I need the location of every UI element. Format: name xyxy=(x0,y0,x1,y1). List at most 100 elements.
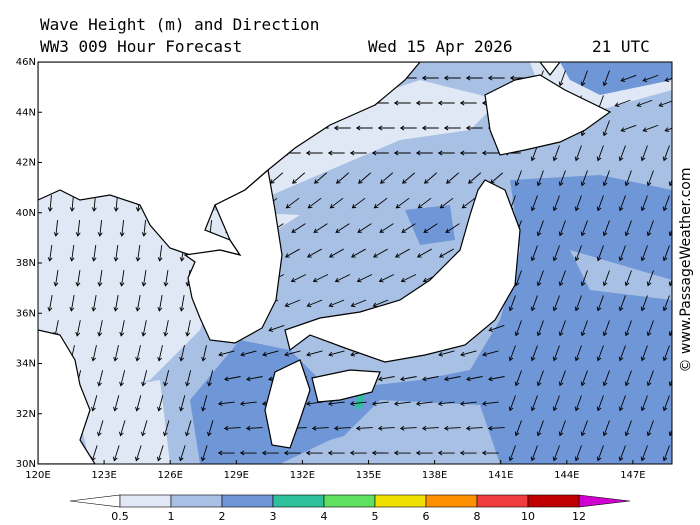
arrow xyxy=(530,445,538,462)
arrow xyxy=(536,370,544,387)
arrow xyxy=(668,178,672,187)
arrow xyxy=(119,420,126,437)
lon-label: 120E xyxy=(25,470,50,481)
arrow xyxy=(487,425,505,431)
arrow xyxy=(371,450,389,456)
arrow xyxy=(488,325,505,332)
arrow xyxy=(558,320,566,337)
colorbar-label: 8 xyxy=(474,510,481,523)
colorbar-label: 6 xyxy=(423,510,430,523)
arrow xyxy=(334,274,351,283)
arrow xyxy=(372,299,389,308)
arrow xyxy=(558,220,566,237)
arrow xyxy=(614,99,631,107)
arrow xyxy=(668,228,672,237)
arrow xyxy=(415,100,433,106)
arrow xyxy=(327,150,345,156)
lon-label: 135E xyxy=(356,470,381,481)
arrow xyxy=(91,245,97,262)
arrow xyxy=(141,370,148,387)
arrow xyxy=(207,420,214,437)
arrow xyxy=(624,370,632,387)
arrow xyxy=(373,197,388,209)
date: Wed 15 Apr 2026 xyxy=(368,37,513,56)
arrow xyxy=(624,170,632,187)
arrow xyxy=(179,345,185,362)
colorbar-segment xyxy=(170,494,223,508)
arrow xyxy=(459,150,477,156)
arrow xyxy=(185,370,192,387)
arrow xyxy=(618,245,626,262)
arrow xyxy=(620,124,637,132)
arrow xyxy=(552,345,560,362)
arrow xyxy=(415,401,433,407)
arrow xyxy=(508,395,516,412)
arrow xyxy=(668,378,672,387)
arrow xyxy=(444,376,461,382)
arrow xyxy=(307,248,322,258)
land-sakhalin xyxy=(539,62,561,76)
arrow xyxy=(664,127,672,132)
arrow xyxy=(97,370,104,387)
arrow xyxy=(417,197,432,209)
arrow xyxy=(327,401,345,407)
lat-label: 30N xyxy=(16,459,36,470)
arrow xyxy=(285,197,300,209)
arrow xyxy=(443,425,461,431)
arrow xyxy=(185,420,192,437)
land-kyushu xyxy=(264,359,311,449)
arrow xyxy=(157,395,164,412)
colorbar-label: 12 xyxy=(572,510,586,523)
arrow xyxy=(596,345,604,362)
arrow xyxy=(481,401,499,407)
arrow xyxy=(201,345,207,362)
arrow xyxy=(329,197,344,209)
arrow xyxy=(580,70,588,87)
lat-label: 40N xyxy=(16,208,36,219)
arrow xyxy=(377,125,395,131)
arrow xyxy=(97,219,103,237)
arrow xyxy=(217,450,235,456)
arrow xyxy=(640,345,648,362)
arrow xyxy=(662,445,670,462)
arrow xyxy=(157,245,163,262)
arrow xyxy=(415,150,433,156)
arrow xyxy=(466,376,483,382)
arrow xyxy=(558,420,566,437)
arrow xyxy=(646,320,654,337)
arrow xyxy=(574,145,582,162)
arrow xyxy=(373,248,388,258)
arrow xyxy=(135,295,141,312)
arrow xyxy=(465,425,483,431)
arrow xyxy=(393,450,411,456)
arrow xyxy=(113,395,120,412)
arrow xyxy=(488,376,505,382)
arrow xyxy=(536,270,544,287)
arrow xyxy=(602,120,610,137)
arrow xyxy=(437,100,455,106)
colorbar-high xyxy=(578,494,631,508)
arrow xyxy=(460,350,477,357)
arrow xyxy=(514,370,522,387)
sea-mid xyxy=(570,250,672,300)
arrow xyxy=(378,274,395,283)
arrow xyxy=(618,445,626,462)
arrow xyxy=(283,450,301,456)
arrow xyxy=(530,245,538,262)
arrow xyxy=(119,270,125,287)
arrow xyxy=(574,345,582,362)
arrow xyxy=(443,125,461,131)
arrow xyxy=(558,370,566,387)
colorbar-label: 1 xyxy=(168,510,175,523)
arrow xyxy=(246,376,263,382)
arrow xyxy=(97,270,103,287)
arrow xyxy=(91,395,98,412)
arrow xyxy=(178,445,186,462)
arrow xyxy=(580,220,588,237)
arrow xyxy=(618,345,626,362)
arrow xyxy=(311,425,329,431)
arrow xyxy=(47,245,53,262)
arrow xyxy=(284,350,301,357)
arrow xyxy=(530,345,538,362)
arrow xyxy=(156,445,164,462)
